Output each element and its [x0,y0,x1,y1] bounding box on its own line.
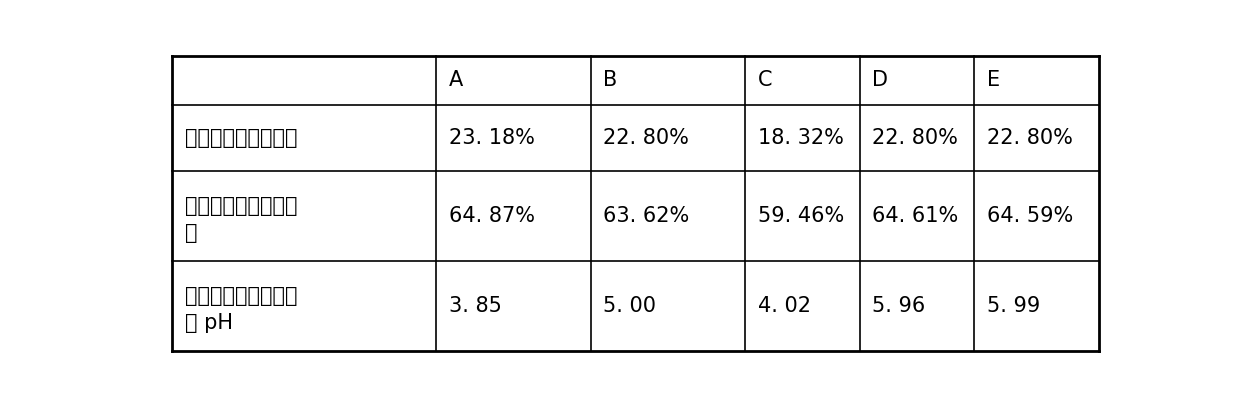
Text: 63. 62%: 63. 62% [603,206,689,226]
Text: 水溶性腐植酸的活化: 水溶性腐植酸的活化 [185,196,298,216]
Text: 所得土壤调理剂产品: 所得土壤调理剂产品 [185,286,298,306]
Text: 64. 59%: 64. 59% [987,206,1073,226]
Text: 18. 32%: 18. 32% [758,128,843,148]
Text: A: A [449,71,463,90]
Text: 5. 99: 5. 99 [987,296,1040,316]
Text: 59. 46%: 59. 46% [758,206,843,226]
Text: 4. 02: 4. 02 [758,296,811,316]
Text: 22. 80%: 22. 80% [603,128,689,148]
Text: 23. 18%: 23. 18% [449,128,534,148]
Text: 64. 87%: 64. 87% [449,206,534,226]
Text: 的 pH: 的 pH [185,313,233,333]
Text: B: B [603,71,618,90]
Text: 率: 率 [185,223,197,243]
Text: 22. 80%: 22. 80% [872,128,959,148]
Text: 5. 00: 5. 00 [603,296,656,316]
Text: D: D [872,71,888,90]
Text: 22. 80%: 22. 80% [987,128,1073,148]
Text: 5. 96: 5. 96 [872,296,925,316]
Text: 水溶性腐植酸的含量: 水溶性腐植酸的含量 [185,128,298,148]
Text: 64. 61%: 64. 61% [872,206,959,226]
Text: 3. 85: 3. 85 [449,296,502,316]
Text: E: E [987,71,999,90]
Text: C: C [758,71,773,90]
